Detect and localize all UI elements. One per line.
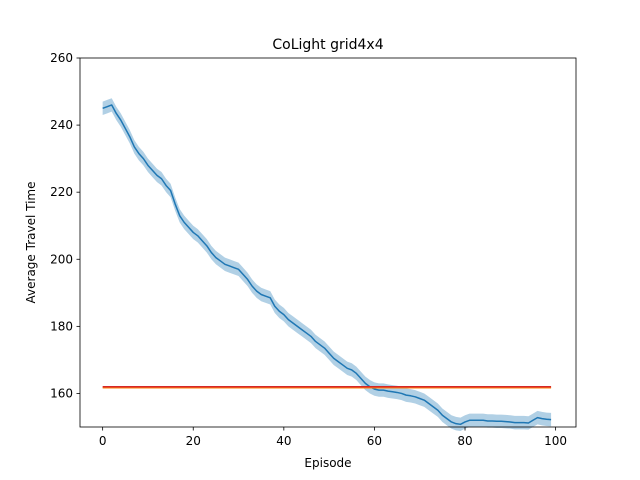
series-0-line <box>102 104 552 426</box>
y-tick-label: 260 <box>50 51 73 65</box>
plot-frame <box>79 57 577 428</box>
y-axis-label: Average Travel Time <box>24 182 38 304</box>
y-tick-label: 160 <box>50 386 73 400</box>
y-tick-label: 200 <box>50 252 73 266</box>
x-tick-label: 40 <box>276 434 291 448</box>
y-tick-label: 240 <box>50 118 73 132</box>
x-tick-label: 80 <box>457 434 472 448</box>
x-tick-label: 0 <box>99 434 107 448</box>
chart-title: CoLight grid4x4 <box>272 37 383 53</box>
y-tick-label: 220 <box>50 185 73 199</box>
plot-area <box>80 58 576 427</box>
x-tick-label: 100 <box>544 434 567 448</box>
x-tick-label: 20 <box>186 434 201 448</box>
x-axis-label: Episode <box>304 456 351 470</box>
x-tick-label: 60 <box>367 434 382 448</box>
y-tick-label: 180 <box>50 319 73 333</box>
